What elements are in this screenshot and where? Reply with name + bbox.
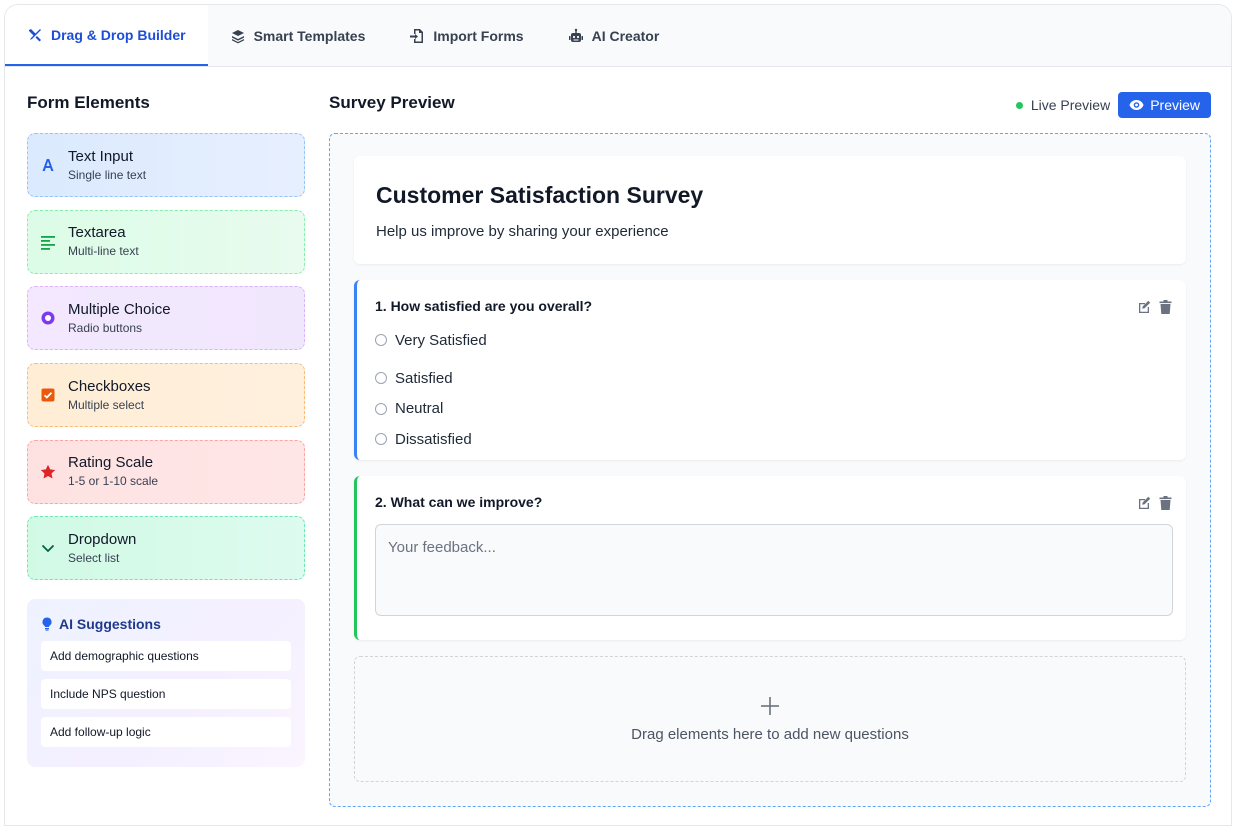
element-title: Rating Scale — [68, 454, 154, 472]
tab-ai-creator[interactable]: AI Creator — [546, 5, 682, 66]
layers-icon — [230, 28, 246, 44]
options-list: Very Satisfied Satisfied Neutral Dissati… — [375, 332, 1168, 455]
option-satisfied[interactable]: Satisfied — [375, 363, 1168, 394]
form-builder-app: Drag & Drop Builder Smart Templates Impo… — [4, 4, 1232, 826]
option-label: Satisfied — [395, 369, 453, 387]
survey-header-card[interactable]: Customer Satisfaction Survey Help us imp… — [354, 156, 1186, 264]
question-card[interactable]: 2. What can we improve? — [354, 476, 1186, 640]
tab-label: Import Forms — [433, 27, 524, 44]
radio-button[interactable] — [375, 433, 387, 446]
element-text-input[interactable]: Text Input Single line text — [27, 133, 305, 197]
lightbulb-icon — [41, 617, 53, 632]
trash-icon[interactable] — [1159, 496, 1172, 510]
option-neutral[interactable]: Neutral — [375, 393, 1168, 424]
survey-preview-area: Survey Preview Live Preview Preview Cust… — [329, 92, 1211, 807]
element-list: Text Input Single line text Textarea Mul… — [27, 133, 305, 581]
element-subtitle: Radio buttons — [68, 320, 143, 335]
survey-preview-title: Survey Preview — [329, 93, 455, 112]
survey-canvas[interactable]: Customer Satisfaction Survey Help us imp… — [329, 133, 1211, 807]
eye-icon — [1129, 99, 1144, 111]
drop-zone[interactable]: Drag elements here to add new questions — [354, 656, 1186, 782]
element-subtitle: Multiple select — [68, 397, 145, 412]
form-elements-title: Form Elements — [27, 93, 150, 112]
robot-icon — [568, 28, 584, 44]
tab-label: Smart Templates — [253, 27, 366, 44]
element-title: Dropdown — [68, 530, 137, 548]
tab-label: Drag & Drop Builder — [51, 26, 186, 43]
checkbox-icon — [40, 387, 56, 403]
trash-icon[interactable] — [1159, 300, 1172, 314]
edit-icon[interactable] — [1138, 496, 1151, 510]
feedback-textarea[interactable] — [375, 524, 1173, 616]
chevron-down-icon — [40, 540, 56, 556]
survey-subtitle: Help us improve by sharing your experien… — [376, 223, 669, 240]
ai-suggestions-panel: AI Suggestions Add demographic questions… — [27, 599, 305, 768]
tab-smart-templates[interactable]: Smart Templates — [208, 5, 388, 66]
question-title: 2. What can we improve? — [375, 494, 543, 510]
preview-button[interactable]: Preview — [1118, 92, 1211, 118]
radio-button[interactable] — [375, 402, 387, 415]
preview-header: Survey Preview Live Preview Preview — [329, 92, 1211, 118]
live-preview-status: Live Preview — [1015, 97, 1111, 113]
option-very-satisfied[interactable]: Very Satisfied — [375, 331, 1168, 349]
align-left-icon — [40, 234, 56, 250]
option-label: Dissatisfied — [395, 430, 472, 448]
star-icon — [40, 464, 56, 480]
form-elements-sidebar: Form Elements Text Input Single line tex… — [27, 93, 305, 768]
tab-bar: Drag & Drop Builder Smart Templates Impo… — [5, 5, 1231, 67]
question-actions — [1138, 496, 1172, 510]
status-dot — [1015, 101, 1023, 109]
radio-button[interactable] — [375, 334, 387, 346]
font-icon — [40, 157, 56, 173]
preview-controls: Live Preview Preview — [1015, 92, 1211, 118]
ai-suggestions-title: AI Suggestions — [41, 615, 291, 633]
element-checkboxes[interactable]: Checkboxes Multiple select — [27, 363, 305, 428]
element-multiple-choice[interactable]: Multiple Choice Radio buttons — [27, 286, 305, 351]
element-title: Textarea — [68, 224, 126, 242]
option-label: Neutral — [395, 400, 444, 418]
ai-suggestion-item[interactable]: Add follow-up logic — [41, 717, 291, 748]
element-textarea[interactable]: Textarea Multi-line text — [27, 209, 305, 274]
tab-import-forms[interactable]: Import Forms — [387, 5, 545, 66]
tab-drag-drop-builder[interactable]: Drag & Drop Builder — [5, 5, 208, 66]
preview-button-label: Preview — [1150, 97, 1200, 113]
element-title: Multiple Choice — [68, 300, 171, 318]
survey-title: Customer Satisfaction Survey — [376, 182, 704, 208]
question-actions — [1138, 300, 1172, 314]
element-title: Checkboxes — [68, 377, 151, 395]
option-dissatisfied[interactable]: Dissatisfied — [375, 424, 1168, 455]
ai-suggestion-item[interactable]: Add demographic questions — [41, 641, 291, 672]
ai-suggestion-item[interactable]: Include NPS question — [41, 679, 291, 710]
file-import-icon — [409, 28, 425, 44]
edit-icon[interactable] — [1138, 300, 1151, 314]
question-card[interactable]: 1. How satisfied are you overall? Very S… — [354, 280, 1186, 460]
element-subtitle: Select list — [68, 550, 120, 565]
element-subtitle: 1-5 or 1-10 scale — [68, 474, 159, 489]
element-title: Text Input — [68, 147, 134, 165]
drop-zone-text: Drag elements here to add new questions — [631, 725, 909, 743]
question-title: 1. How satisfied are you overall? — [375, 298, 593, 314]
ai-suggestions-label: AI Suggestions — [59, 616, 161, 633]
live-preview-label: Live Preview — [1030, 97, 1111, 113]
element-subtitle: Single line text — [68, 167, 147, 182]
tab-label: AI Creator — [591, 27, 660, 44]
element-subtitle: Multi-line text — [68, 244, 139, 259]
radio-icon — [40, 310, 56, 326]
element-dropdown[interactable]: Dropdown Select list — [27, 516, 305, 581]
plus-icon — [760, 696, 780, 716]
option-label: Very Satisfied — [395, 331, 487, 349]
radio-button[interactable] — [375, 372, 387, 385]
element-rating-scale[interactable]: Rating Scale 1-5 or 1-10 scale — [27, 439, 305, 504]
tools-icon — [27, 27, 43, 43]
